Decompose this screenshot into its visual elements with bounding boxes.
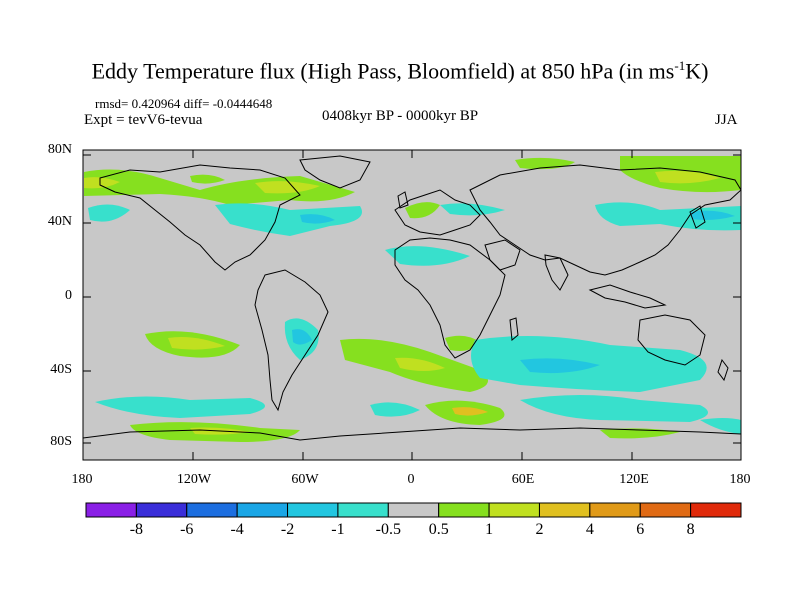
lon-label-180w: 180 <box>71 472 93 487</box>
colorbar-label: -6 <box>180 521 194 538</box>
contour-indian-ocean-blue <box>520 358 600 374</box>
coastline-asia <box>469 164 741 276</box>
coastline-uk <box>397 191 409 209</box>
colorbar-swatch <box>690 502 742 518</box>
coastline-antarctica <box>83 427 741 441</box>
colorbar-label: 2 <box>535 521 544 538</box>
colorbar-swatch <box>236 502 289 518</box>
coastline-madagascar <box>509 317 519 341</box>
colorbar-swatch <box>387 502 440 518</box>
contour-northwest-atlantic-cyan <box>215 203 362 236</box>
colorbar-label: -1 <box>331 521 345 538</box>
lat-label-80s: 80S <box>50 434 72 449</box>
colorbar-swatch <box>488 502 540 518</box>
lon-label-120w: 120W <box>176 472 212 487</box>
tick-marks <box>82 150 742 460</box>
contour-southern-ocean-east-cyan <box>520 395 708 422</box>
contour-southern-ocean-west-cyan <box>95 396 265 418</box>
lat-label-40s: 40S <box>50 362 72 377</box>
colorbar-swatch <box>538 502 591 518</box>
contour-alaska-green <box>84 177 120 189</box>
contour-north-america-green <box>84 169 355 205</box>
coastline-europe <box>394 189 481 236</box>
contour-southern-ocean-cyan <box>370 402 420 417</box>
lon-label-120e: 120E <box>619 472 649 487</box>
colorbar-label: 1 <box>485 521 494 538</box>
coastline-south-america <box>254 269 329 412</box>
colorbar-label: 0.5 <box>428 521 449 538</box>
lon-label-0: 0 <box>407 472 415 487</box>
colorbar-swatch <box>639 502 692 518</box>
colorbar-swatch <box>438 502 490 518</box>
contour-northwest-atlantic-blue <box>300 214 335 224</box>
lat-label-80n: 80N <box>47 142 72 157</box>
coastline-north-america <box>99 164 301 271</box>
colorbar-label: -8 <box>129 521 144 538</box>
colorbar-swatch <box>135 502 188 518</box>
contour-antarctic-east-cyan <box>700 418 741 434</box>
colorbar-swatch <box>186 502 238 518</box>
colorbar-swatch <box>589 502 641 518</box>
contour-pacific-cyan <box>88 204 130 222</box>
anomaly-contours <box>84 156 741 442</box>
contour-hudson-green <box>190 174 225 184</box>
contour-europe-cyan <box>440 203 505 216</box>
colorbar-label: -4 <box>230 521 244 538</box>
coastlines <box>83 155 741 441</box>
season-label: JJA <box>715 112 738 128</box>
contour-south-africa-green <box>445 335 480 351</box>
colorbar-label: 6 <box>636 521 645 538</box>
colorbar-label: 4 <box>585 521 594 538</box>
contour-north-pacific-blue <box>690 210 735 220</box>
colorbar-label: -2 <box>280 521 295 538</box>
colorbar-label: 8 <box>686 521 695 538</box>
contour-europe-green <box>405 202 440 219</box>
lat-label-40n: 40N <box>47 214 72 229</box>
coastline-india <box>544 254 569 291</box>
contour-north-africa-cyan <box>385 246 470 266</box>
contour-north-america-yellow <box>255 181 320 194</box>
colorbar-swatch <box>85 502 137 518</box>
lon-label-180e: 180 <box>729 472 751 487</box>
map-title: Eddy Temperature flux (High Pass, Bloomf… <box>91 58 709 84</box>
period-label: 0408kyr BP - 0000kyr BP <box>322 108 479 124</box>
colorbar-label: -0.5 <box>375 521 401 538</box>
colorbar <box>85 502 742 518</box>
colorbar-swatch <box>337 502 389 518</box>
coastline-indonesia <box>588 284 667 309</box>
contour-north-pacific-cyan <box>595 202 741 231</box>
coastline-africa <box>394 237 506 359</box>
contour-south-atlantic-low-orange <box>452 407 488 416</box>
stats-text: rmsd= 0.420964 diff= -0.0444648 <box>95 96 273 111</box>
colorbar-swatch <box>287 502 339 518</box>
lon-label-60w: 60W <box>291 472 319 487</box>
coastline-japan <box>689 205 706 229</box>
coastline-arabia <box>484 239 521 271</box>
contour-south-pacific-yellow <box>168 337 225 350</box>
experiment-label: Expt = tevV6-tevua <box>84 112 203 128</box>
contour-south-america-blue <box>292 329 312 345</box>
coastline-australia <box>637 314 706 366</box>
coastline-greenland <box>299 155 371 189</box>
contour-east-asia-yellow <box>655 170 720 184</box>
lat-label-0: 0 <box>65 288 72 303</box>
lon-label-60e: 60E <box>511 472 535 487</box>
coastline-new-zealand <box>717 358 729 382</box>
contour-south-atlantic-yellow <box>395 357 445 371</box>
